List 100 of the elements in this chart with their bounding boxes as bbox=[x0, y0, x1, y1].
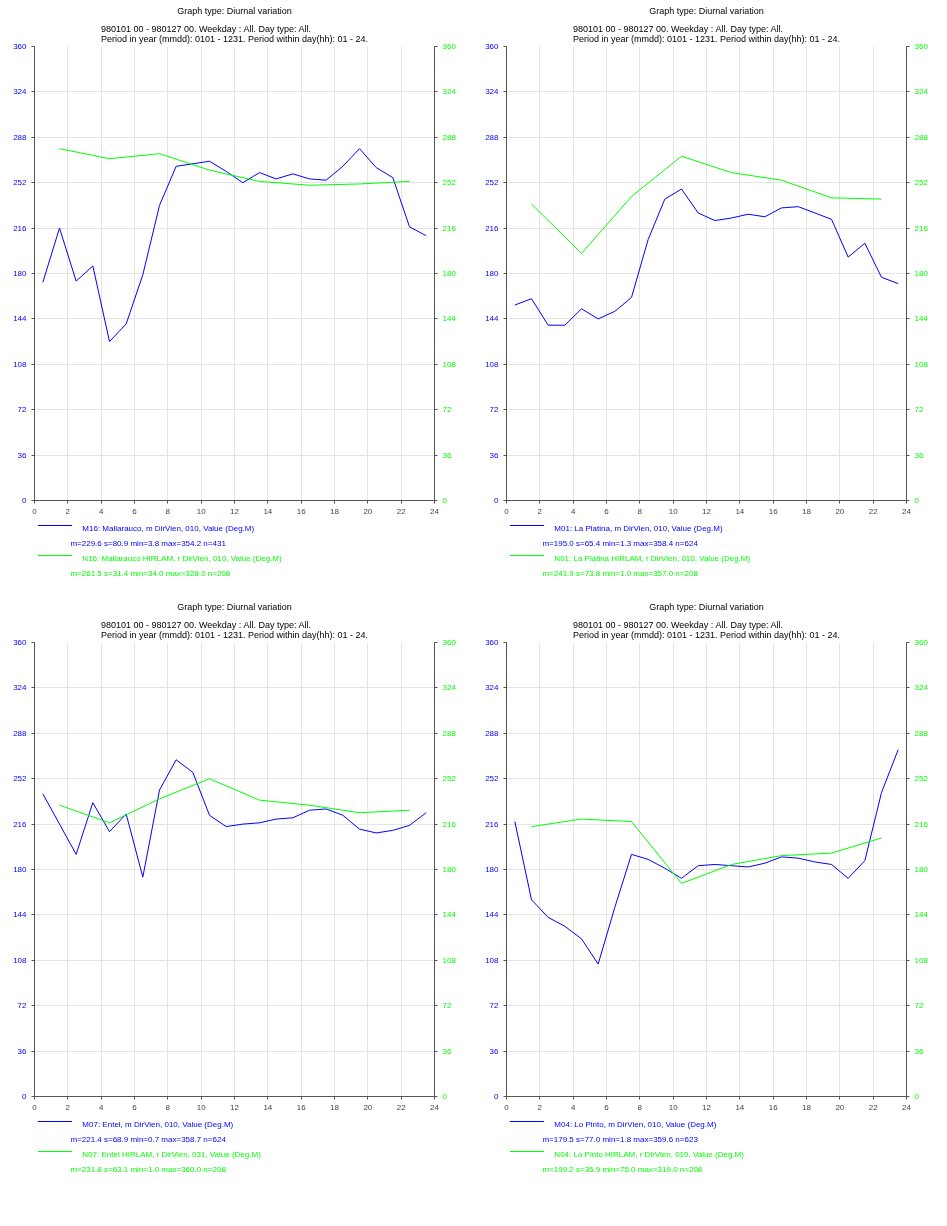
y-tick-label: 36 bbox=[17, 450, 28, 460]
y-tick-label: 360 bbox=[485, 638, 500, 647]
y-tick-label: 252 bbox=[13, 774, 28, 784]
x-tick-label: 8 bbox=[165, 1102, 171, 1112]
y2-tick-label: 144 bbox=[914, 910, 929, 920]
x-tick-label: 12 bbox=[702, 1102, 712, 1112]
chart-subtitle: 980101 00 - 980127 00. Weekday : All. Day type: All. Period in year (mmdd): 0101 - 1231. Period within day(hh): 01 - 24. bbox=[100, 23, 369, 44]
x-tick-label: 0 bbox=[504, 506, 510, 516]
y2-tick-label: 108 bbox=[442, 359, 457, 369]
y2-tick-label: 108 bbox=[442, 955, 457, 965]
y-tick-label: 144 bbox=[485, 910, 500, 920]
y-tick-label: 108 bbox=[13, 359, 28, 369]
text: m=241.9 s=73.8 min=1.0 max=357.0 n=208 bbox=[542, 569, 699, 578]
y-tick-label: 324 bbox=[485, 87, 500, 97]
y2-tick-label: 252 bbox=[442, 774, 457, 784]
y-tick-label: 252 bbox=[13, 178, 28, 188]
legend-label: M16: Mallarauco, m DirVien, 010, Value (Deg.M) bbox=[82, 524, 255, 533]
x-tick-label: 0 bbox=[32, 506, 38, 516]
legend-label: M07: Entel, m DirVien, 010, Value (Deg.M) bbox=[82, 1120, 234, 1129]
x-tick-label: 20 bbox=[363, 1102, 373, 1112]
y-tick-label: 108 bbox=[485, 359, 500, 369]
y-tick-label: 252 bbox=[485, 774, 500, 784]
y-tick-label: 252 bbox=[485, 178, 500, 188]
legend-label: N07: Entel HIRLAM, r DirVien, 031, Value (Deg.M) bbox=[82, 1150, 262, 1159]
line-series bbox=[514, 188, 899, 326]
line-series bbox=[514, 749, 899, 965]
y2-tick-label: 108 bbox=[914, 955, 929, 965]
y2-tick-label: 216 bbox=[914, 223, 929, 233]
chart-title: Graph type: Diurnal variation bbox=[177, 5, 292, 16]
y2-tick-label: 72 bbox=[914, 405, 924, 415]
y2-tick-label: 36 bbox=[914, 1046, 924, 1056]
x-tick-label: 8 bbox=[165, 506, 171, 516]
chart-subtitle: 980101 00 - 980127 00. Weekday : All. Day type: All. Period in year (mmdd): 0101 - 1231. Period within day(hh): 01 - 24. bbox=[100, 619, 369, 640]
y-tick-label: 324 bbox=[485, 683, 500, 693]
y2-tick-label: 36 bbox=[442, 450, 452, 460]
y2-tick-label: 108 bbox=[914, 359, 929, 369]
y2-tick-label: 360 bbox=[914, 42, 929, 51]
text: m=231.8 s=63.1 min=1.0 max=360.0 n=208 bbox=[70, 1165, 227, 1174]
y2-tick-label: 288 bbox=[914, 132, 929, 142]
y-tick-label: 360 bbox=[485, 42, 500, 51]
y2-tick-label: 288 bbox=[914, 728, 929, 738]
y2-tick-label: 180 bbox=[914, 269, 929, 278]
chart-title: Graph type: Diurnal variation bbox=[177, 601, 292, 612]
y2-tick-label: 360 bbox=[442, 638, 457, 647]
y2-tick-label: 360 bbox=[442, 42, 457, 51]
y2-tick-label: 0 bbox=[914, 496, 920, 505]
x-tick-label: 20 bbox=[835, 506, 845, 516]
x-tick-label: 12 bbox=[702, 506, 712, 516]
y-tick-label: 72 bbox=[17, 405, 28, 415]
y2-tick-label: 72 bbox=[914, 1001, 924, 1011]
y-tick-label: 0 bbox=[494, 1092, 500, 1101]
x-tick-label: 2 bbox=[65, 506, 71, 516]
y2-tick-label: 324 bbox=[914, 87, 929, 97]
legend-label: M01: La Platina, m DirVien, 010, Value (Deg.M) bbox=[554, 524, 723, 533]
x-tick-label: 10 bbox=[196, 506, 207, 516]
y2-tick-label: 324 bbox=[442, 87, 457, 97]
x-tick-label: 4 bbox=[570, 1102, 576, 1112]
y2-tick-label: 216 bbox=[442, 819, 457, 829]
legend-label: N16: Mallarauco HIRLAM, r DirVien, 010, Value (Deg.M) bbox=[82, 554, 283, 563]
line-series bbox=[59, 148, 410, 186]
x-tick-label: 8 bbox=[637, 1102, 643, 1112]
y-tick-label: 360 bbox=[13, 638, 28, 647]
y2-tick-label: 324 bbox=[914, 683, 929, 693]
x-tick-label: 10 bbox=[668, 1102, 679, 1112]
x-tick-label: 22 bbox=[396, 506, 407, 516]
x-tick-label: 18 bbox=[802, 1102, 812, 1112]
x-tick-label: 0 bbox=[504, 1102, 510, 1112]
y2-tick-label: 144 bbox=[442, 314, 457, 324]
y2-tick-label: 252 bbox=[914, 774, 929, 784]
x-tick-label: 12 bbox=[230, 1102, 240, 1112]
y-tick-label: 216 bbox=[485, 819, 500, 829]
x-tick-label: 24 bbox=[902, 1102, 912, 1112]
chart-title: Graph type: Diurnal variation bbox=[649, 5, 764, 16]
x-tick-label: 14 bbox=[263, 1102, 273, 1112]
y2-tick-label: 180 bbox=[442, 269, 457, 278]
x-tick-label: 16 bbox=[296, 1102, 307, 1112]
text: m=261.5 s=31.4 min=34.0 max=328.0 n=208 bbox=[70, 569, 231, 578]
text: m=179.5 s=77.0 min=1.8 max=359.6 n=623 bbox=[542, 1135, 699, 1144]
y2-tick-label: 0 bbox=[442, 1092, 448, 1101]
x-tick-label: 4 bbox=[98, 506, 104, 516]
y2-tick-label: 324 bbox=[442, 683, 457, 693]
x-tick-label: 18 bbox=[330, 506, 340, 516]
y2-tick-label: 252 bbox=[914, 178, 929, 188]
line-series bbox=[42, 148, 427, 343]
y2-tick-label: 36 bbox=[442, 1046, 452, 1056]
chart-subtitle: 980101 00 - 980127 00. Weekday : All. Day type: All. Period in year (mmdd): 0101 - 1231. Period within day(hh): 01 - 24. bbox=[572, 619, 841, 640]
y-tick-label: 180 bbox=[13, 865, 28, 874]
legend-label: N04: Lo Pinto HIRLAM, r DirVien, 010, Value (Deg.M) bbox=[554, 1150, 745, 1159]
y-tick-label: 288 bbox=[485, 728, 500, 738]
y-tick-label: 288 bbox=[485, 132, 500, 142]
x-tick-label: 18 bbox=[802, 506, 812, 516]
text: m=199.2 s=35.9 min=75.0 max=319.0 n=208 bbox=[542, 1165, 703, 1174]
y-tick-label: 72 bbox=[489, 405, 500, 415]
y2-tick-label: 288 bbox=[442, 132, 457, 142]
y-tick-label: 0 bbox=[22, 1092, 28, 1101]
y-tick-label: 216 bbox=[13, 223, 28, 233]
chart-subtitle: 980101 00 - 980127 00. Weekday : All. Day type: All. Period in year (mmdd): 0101 - 1231. Period within day(hh): 01 - 24. bbox=[572, 23, 841, 44]
x-tick-label: 14 bbox=[735, 506, 745, 516]
line-series bbox=[59, 778, 410, 824]
y2-tick-label: 216 bbox=[914, 819, 929, 829]
